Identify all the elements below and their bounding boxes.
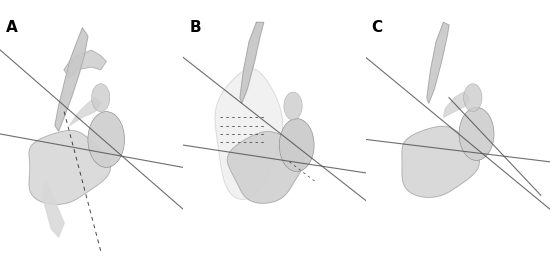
Polygon shape [427, 22, 449, 103]
Polygon shape [227, 132, 304, 203]
Polygon shape [215, 68, 283, 199]
Polygon shape [443, 92, 469, 117]
Polygon shape [42, 181, 64, 237]
Circle shape [91, 84, 110, 112]
Circle shape [284, 92, 302, 120]
Polygon shape [402, 126, 479, 197]
Circle shape [464, 84, 482, 112]
Circle shape [459, 107, 494, 160]
Polygon shape [55, 28, 88, 131]
Polygon shape [240, 22, 264, 103]
Polygon shape [29, 131, 111, 204]
Text: C: C [371, 20, 382, 35]
Text: A: A [6, 20, 17, 35]
Circle shape [88, 112, 124, 167]
Polygon shape [70, 98, 101, 126]
Polygon shape [64, 50, 106, 78]
Text: B: B [190, 20, 201, 35]
Circle shape [279, 119, 314, 172]
